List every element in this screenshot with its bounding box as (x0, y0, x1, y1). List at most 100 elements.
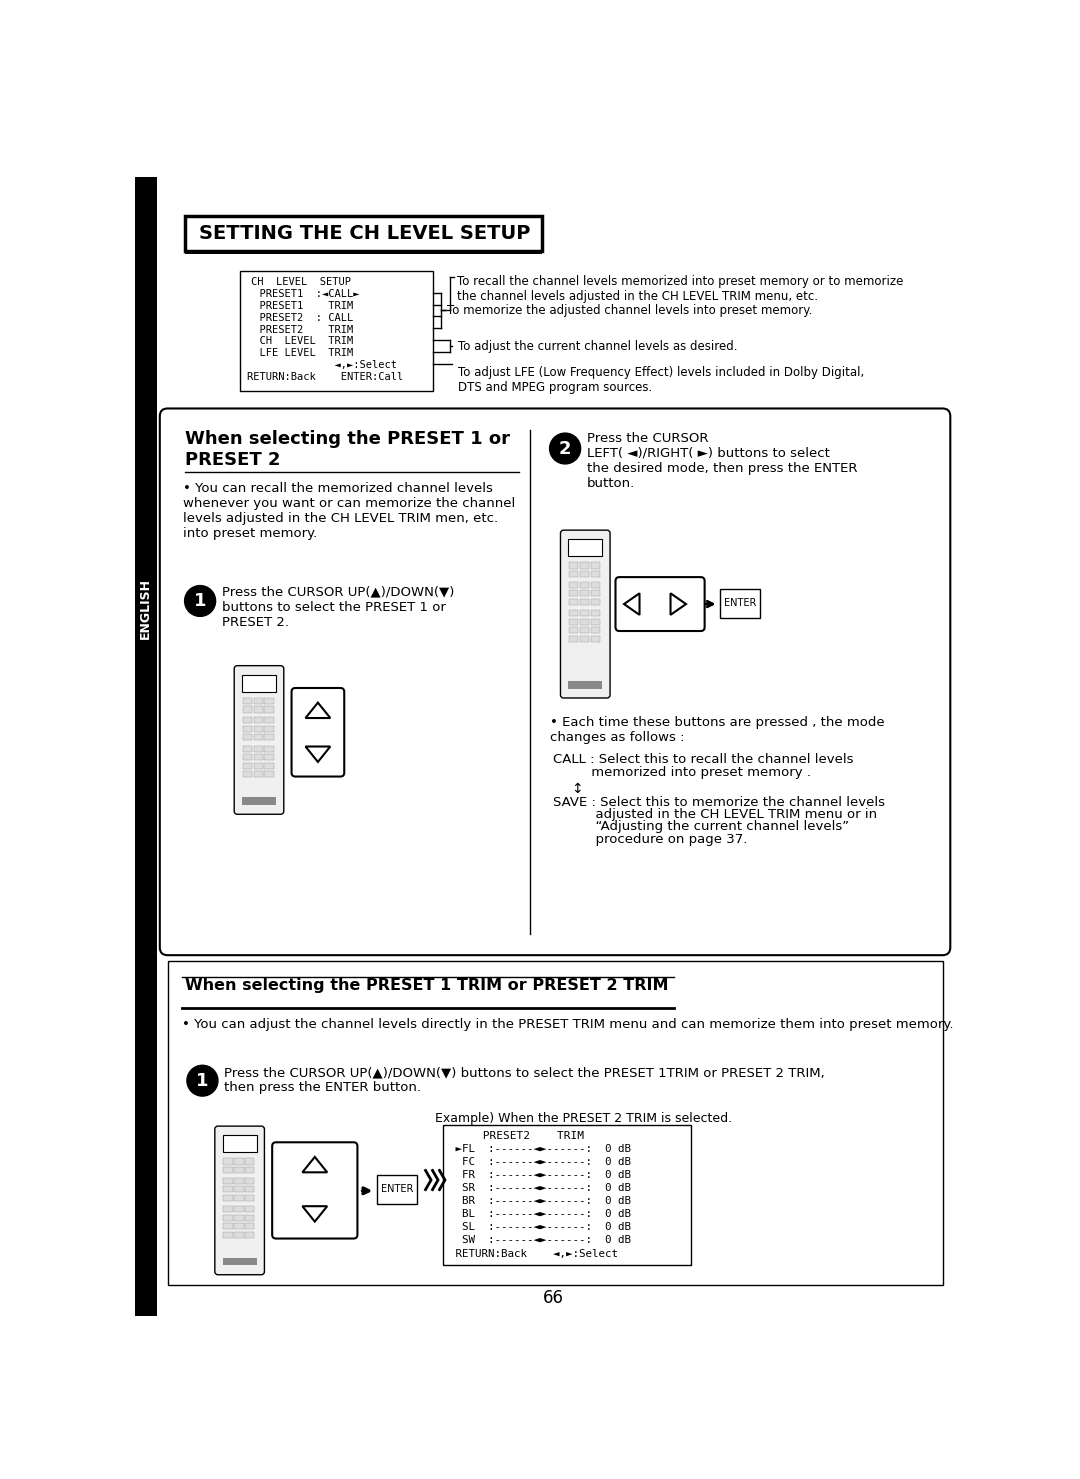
Bar (222, 1257, 257, 1266)
Text: CALL : Select this to recall the channel levels: CALL : Select this to recall the channel… (553, 753, 853, 766)
Text: PRESET2    TRIM: PRESET2 TRIM (449, 1131, 584, 1140)
Bar (243, 707, 252, 713)
Text: • Each time these buttons are pressed , the mode
changes as follows :: • Each time these buttons are pressed , … (550, 716, 885, 744)
Bar (224, 1158, 232, 1164)
Bar (234, 1177, 243, 1183)
Text: PRESET2    TRIM: PRESET2 TRIM (247, 324, 353, 334)
Polygon shape (671, 593, 686, 615)
Bar (569, 590, 578, 596)
Bar (591, 562, 600, 568)
Bar (569, 581, 578, 587)
Bar (265, 698, 273, 704)
Circle shape (550, 433, 581, 464)
Bar (186, 250, 542, 254)
Bar (234, 1186, 243, 1192)
Text: When selecting the PRESET 1 TRIM or PRESET 2 TRIM: When selecting the PRESET 1 TRIM or PRES… (185, 978, 669, 994)
Bar (591, 599, 600, 605)
Bar (254, 734, 262, 741)
FancyBboxPatch shape (272, 1142, 357, 1238)
Bar (222, 1136, 257, 1152)
Text: 1: 1 (193, 592, 206, 609)
Bar (580, 636, 590, 642)
Text: RETURN:Back    ENTER:Call: RETURN:Back ENTER:Call (247, 373, 404, 382)
Bar (245, 1232, 255, 1238)
Text: FR  :------◄►------:  0 dB: FR :------◄►------: 0 dB (449, 1170, 631, 1180)
Text: PRESET2  : CALL: PRESET2 : CALL (247, 312, 353, 322)
Text: ENGLISH: ENGLISH (139, 578, 152, 639)
Bar (243, 717, 252, 723)
Polygon shape (302, 1207, 327, 1222)
Text: BR  :------◄►------:  0 dB: BR :------◄►------: 0 dB (449, 1197, 631, 1207)
Text: Press the CURSOR
LEFT( ◄)/RIGHT( ►) buttons to select
the desired mode, then pre: Press the CURSOR LEFT( ◄)/RIGHT( ►) butt… (586, 432, 858, 490)
Bar (265, 771, 273, 778)
Text: SAVE : Select this to memorize the channel levels: SAVE : Select this to memorize the chann… (553, 796, 885, 809)
Bar (243, 745, 252, 751)
Text: BL  :------◄►------:  0 dB: BL :------◄►------: 0 dB (449, 1210, 631, 1219)
Bar (254, 771, 262, 778)
Bar (224, 1195, 232, 1201)
Bar (243, 754, 252, 760)
Bar (580, 599, 590, 605)
Bar (580, 611, 590, 617)
Bar (245, 1158, 255, 1164)
Bar (243, 726, 252, 732)
Text: 66: 66 (543, 1288, 564, 1307)
Bar (243, 734, 252, 741)
Bar (135, 177, 157, 1316)
Bar (569, 599, 578, 605)
Text: CH  LEVEL  SETUP: CH LEVEL SETUP (252, 277, 351, 287)
Bar (568, 540, 603, 556)
Bar (254, 717, 262, 723)
Bar (591, 571, 600, 577)
Bar (254, 698, 262, 704)
Text: When selecting the PRESET 1 or
PRESET 2: When selecting the PRESET 1 or PRESET 2 (185, 430, 510, 469)
Bar (254, 745, 262, 751)
Text: RETURN:Back    ◄,►:Select: RETURN:Back ◄,►:Select (449, 1248, 618, 1259)
Bar (580, 627, 590, 633)
Bar (580, 571, 590, 577)
Text: To adjust LFE (Low Frequency Effect) levels included in Dolby Digital,
DTS and M: To adjust LFE (Low Frequency Effect) lev… (458, 365, 864, 393)
Text: Press the CURSOR UP(▲)/DOWN(▼) buttons to select the PRESET 1TRIM or PRESET 2 TR: Press the CURSOR UP(▲)/DOWN(▼) buttons t… (225, 1066, 825, 1094)
FancyBboxPatch shape (160, 408, 950, 955)
Bar (240, 272, 433, 390)
Text: PRESET1  :◄CALL►: PRESET1 :◄CALL► (247, 288, 360, 299)
Bar (245, 1195, 255, 1201)
Text: SR  :------◄►------:  0 dB: SR :------◄►------: 0 dB (449, 1183, 631, 1194)
Bar (580, 590, 590, 596)
Text: SL  :------◄►------:  0 dB: SL :------◄►------: 0 dB (449, 1222, 631, 1232)
FancyBboxPatch shape (234, 666, 284, 815)
Bar (591, 590, 600, 596)
Bar (243, 771, 252, 778)
Bar (224, 1223, 232, 1229)
Bar (224, 1214, 232, 1220)
Bar (591, 581, 600, 587)
Bar (568, 680, 603, 689)
Bar (224, 1177, 232, 1183)
Text: ↕: ↕ (571, 782, 583, 796)
Bar (245, 1223, 255, 1229)
Bar (234, 1207, 243, 1213)
Bar (265, 707, 273, 713)
Text: 2: 2 (558, 439, 571, 457)
Bar (243, 763, 252, 769)
Bar (265, 734, 273, 741)
Bar (234, 1214, 243, 1220)
Text: ◄,►:Select: ◄,►:Select (247, 361, 397, 370)
Circle shape (185, 586, 216, 617)
Bar (265, 717, 273, 723)
Text: To recall the channel levels memorized into preset memory or to memorize
the cha: To recall the channel levels memorized i… (457, 275, 903, 303)
Bar (242, 797, 276, 805)
Bar (265, 763, 273, 769)
Text: FC  :------◄►------:  0 dB: FC :------◄►------: 0 dB (449, 1157, 631, 1167)
Text: LFE LEVEL  TRIM: LFE LEVEL TRIM (247, 349, 353, 358)
Bar (569, 636, 578, 642)
Bar (224, 1167, 232, 1173)
Bar (245, 1186, 255, 1192)
Bar (234, 1232, 243, 1238)
Text: memorized into preset memory .: memorized into preset memory . (553, 766, 811, 779)
Text: “Adjusting the current channel levels”: “Adjusting the current channel levels” (553, 821, 849, 834)
Bar (265, 726, 273, 732)
Bar (245, 1214, 255, 1220)
FancyBboxPatch shape (215, 1126, 265, 1275)
Polygon shape (306, 747, 330, 762)
